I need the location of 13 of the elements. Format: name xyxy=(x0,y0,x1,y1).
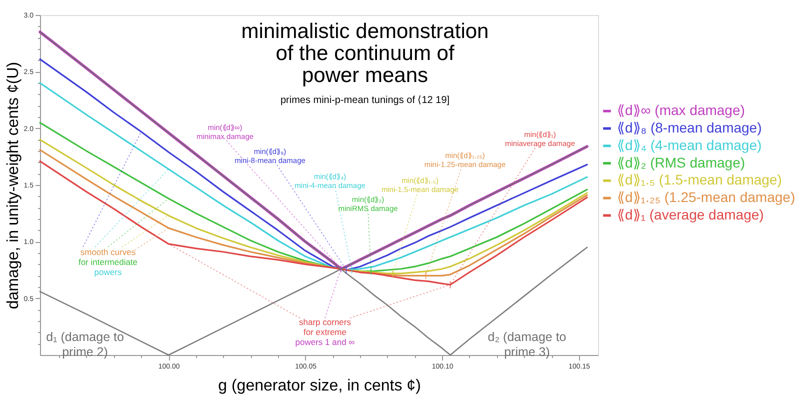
legend-label: ⟪d⟫₁.₂₅ (1.25-mean damage) xyxy=(617,189,796,206)
text: minimalistic demonstration of the continuum of power means xyxy=(241,20,489,87)
legend-label: ⟪d⟫∞ (max damage) xyxy=(617,102,745,118)
legend-label: ⟪d⟫₁.₅ (1.5-mean damage) xyxy=(617,172,782,188)
legend-label: ⟪d⟫₄ (4-mean damage) xyxy=(617,136,762,153)
x-axis-title: g (generator size, in cents ¢) xyxy=(218,378,421,394)
annotation: smooth curves for intermediate powers xyxy=(78,246,138,278)
legend-label: ⟪d⟫₂ (RMS damage) xyxy=(617,154,746,170)
legend-label: ⟪d⟫₁ (average damage) xyxy=(617,206,764,222)
y-axis-title: damage, in unity-weight cents ¢(U) xyxy=(4,62,22,310)
annotation: sharp corners for extreme powers 1 and ∞ xyxy=(295,316,355,348)
legend-label: ⟪d⟫₈ (8-mean damage) xyxy=(617,119,762,136)
text: primes mini-p-mean tunings of ⟨12 19] xyxy=(280,95,450,106)
